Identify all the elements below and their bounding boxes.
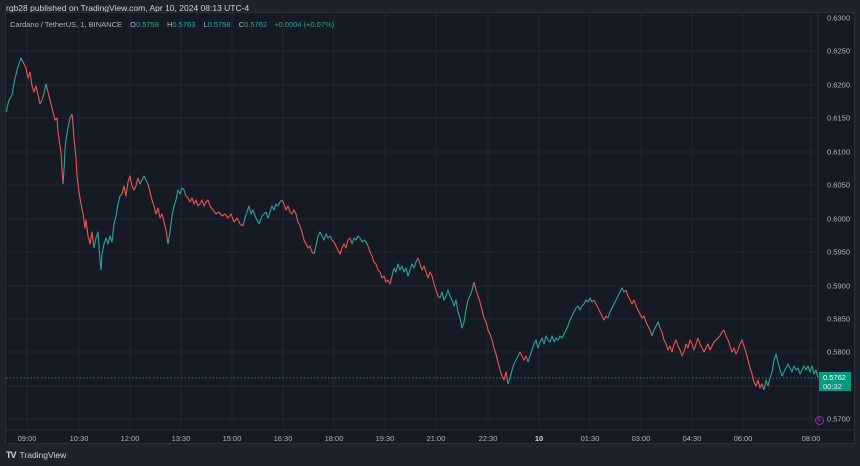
x-tick: 08:00 — [801, 434, 821, 443]
x-tick: 16:30 — [273, 434, 293, 443]
x-tick: 18:00 — [324, 434, 344, 443]
last-price-tag: 0.5762 00:32 — [819, 372, 851, 391]
x-tick: 06:00 — [733, 434, 753, 443]
x-tick: 04:30 — [682, 434, 702, 443]
ohlc-legend: Cardano / TetherUS, 1, BINANCE O0.5758 H… — [10, 20, 334, 29]
y-tick: 0.6300 — [827, 13, 850, 23]
high-value: 0.5763 — [172, 20, 196, 29]
change-value: +0.0004 (+0.07%) — [274, 20, 335, 29]
y-tick: 0.5900 — [827, 281, 850, 291]
y-tick: 0.6000 — [827, 214, 850, 224]
y-tick: 0.6150 — [827, 113, 850, 123]
symbol-title[interactable]: Cardano / TetherUS, 1, BINANCE — [10, 20, 122, 29]
x-tick: 12:00 — [120, 434, 140, 443]
x-tick: 13:30 — [171, 434, 191, 443]
published-caption: rgb28 published on TradingView.com, Apr … — [6, 3, 250, 13]
x-tick-day: 10 — [534, 434, 544, 443]
last-price-value: 0.5762 — [823, 373, 846, 382]
x-tick: 15:00 — [222, 434, 242, 443]
price-line — [5, 57, 819, 391]
brand-name: TradingView — [19, 450, 67, 460]
y-tick: 0.6100 — [827, 147, 850, 157]
y-tick: 0.6200 — [827, 80, 850, 90]
x-tick: 10:30 — [69, 434, 89, 443]
open-value: 0.5758 — [135, 20, 159, 29]
x-tick: 19:30 — [375, 434, 395, 443]
grid-horizontal — [6, 50, 818, 420]
low-value: 0.5758 — [207, 20, 231, 29]
y-tick: 0.5950 — [827, 247, 850, 257]
y-tick: 0.5850 — [827, 314, 850, 324]
tradingview-logo-icon: TV — [6, 450, 16, 460]
x-tick: 01:30 — [580, 434, 600, 443]
chart-area[interactable] — [5, 12, 855, 444]
close-label: C — [238, 20, 245, 29]
x-tick: 22:30 — [478, 434, 498, 443]
footer-branding: TV TradingView — [6, 450, 66, 460]
y-tick: 0.5700 — [827, 414, 850, 424]
low-label: L — [203, 20, 208, 29]
high-label: H — [166, 20, 173, 29]
y-tick: 0.5800 — [827, 347, 850, 357]
open-label: O — [130, 20, 136, 29]
x-tick: 03:00 — [631, 434, 651, 443]
bar-countdown: 00:32 — [823, 382, 842, 391]
grid-vertical — [26, 13, 812, 430]
event-marker-icon[interactable]: € — [815, 416, 824, 425]
close-value: 0.5762 — [244, 20, 268, 29]
y-tick: 0.6250 — [827, 46, 850, 56]
y-tick: 0.6050 — [827, 180, 850, 190]
x-tick: 09:00 — [17, 434, 37, 443]
x-tick: 21:00 — [426, 434, 446, 443]
